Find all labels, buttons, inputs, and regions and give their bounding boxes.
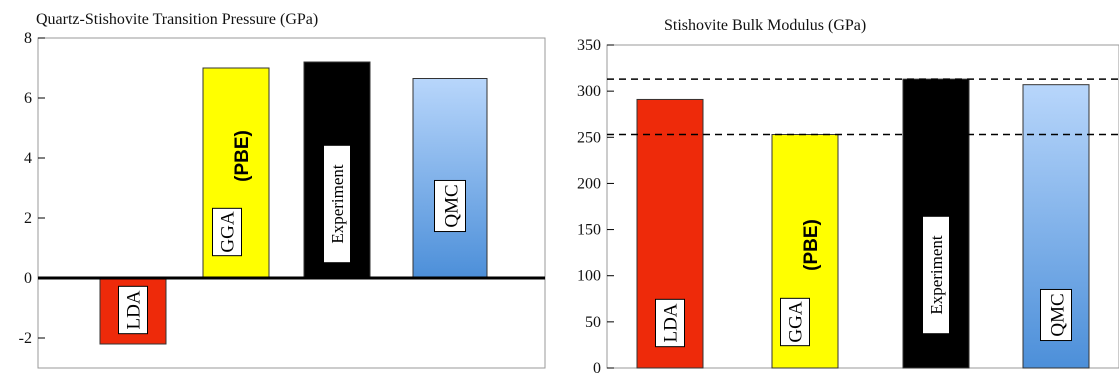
bar-label-gga: GGA (780, 297, 810, 347)
chart-title: Stishovite Bulk Modulus (GPa) (664, 17, 866, 34)
svg-text:GGA: GGA (218, 211, 239, 252)
svg-text:GGA: GGA (786, 301, 807, 342)
y-tick-label: 250 (577, 129, 601, 146)
y-tick-label: 100 (577, 268, 601, 285)
svg-text:LDA: LDA (124, 290, 145, 329)
y-tick-label: 350 (577, 37, 601, 54)
svg-text:LDA: LDA (661, 303, 682, 342)
y-tick-label: 50 (585, 314, 601, 331)
plot-frame (606, 44, 1119, 369)
bar-qmc (412, 78, 488, 279)
y-tick-label: 300 (577, 83, 601, 100)
y-axis: 0 50 100 150 200 250 300 350 (577, 37, 614, 377)
svg-text:QMC: QMC (441, 184, 462, 227)
y-axis: -2 0 2 4 6 8 (19, 30, 45, 347)
bar-label-pbe: (PBE) (232, 130, 253, 182)
svg-text:Experiment: Experiment (328, 164, 347, 244)
bar-label-lda: LDA (118, 285, 148, 335)
y-tick-label: 8 (24, 30, 32, 47)
bar-labels: LDA GGA (PBE) Experiment QMC (655, 215, 1072, 348)
y-tick-label: -2 (19, 330, 32, 347)
y-tick-label: 0 (593, 360, 601, 377)
y-tick-label: 6 (24, 90, 32, 107)
y-tick-label: 150 (577, 222, 601, 239)
chart-title: Quartz-Stishovite Transition Pressure (G… (36, 11, 318, 28)
y-tick-label: 4 (24, 150, 32, 167)
bar-label-gga: GGA (212, 207, 242, 257)
bars (99, 61, 488, 345)
bars (636, 78, 1090, 369)
y-tick-label: 0 (24, 270, 32, 287)
y-tick-label: 2 (24, 210, 32, 227)
bar-label-qmc: QMC (434, 179, 466, 233)
bar-label-experiment: Experiment (922, 215, 950, 335)
bar-label-lda: LDA (655, 298, 685, 348)
bar-labels: LDA GGA (PBE) Experiment QMC (118, 130, 466, 335)
y-tick-label: 200 (577, 175, 601, 192)
svg-text:QMC: QMC (1047, 293, 1068, 336)
bar-label-qmc: QMC (1040, 288, 1072, 342)
svg-text:Experiment: Experiment (927, 235, 946, 315)
bar-label-pbe: (PBE) (801, 219, 822, 271)
chart-transition-pressure: Quartz-Stishovite Transition Pressure (G… (19, 11, 546, 369)
chart-bulk-modulus: Stishovite Bulk Modulus (GPa) 0 50 100 150 2… (577, 17, 1119, 377)
plot-frame (37, 37, 546, 369)
bar-label-experiment: Experiment (323, 144, 351, 264)
reference-lines (607, 78, 1119, 136)
